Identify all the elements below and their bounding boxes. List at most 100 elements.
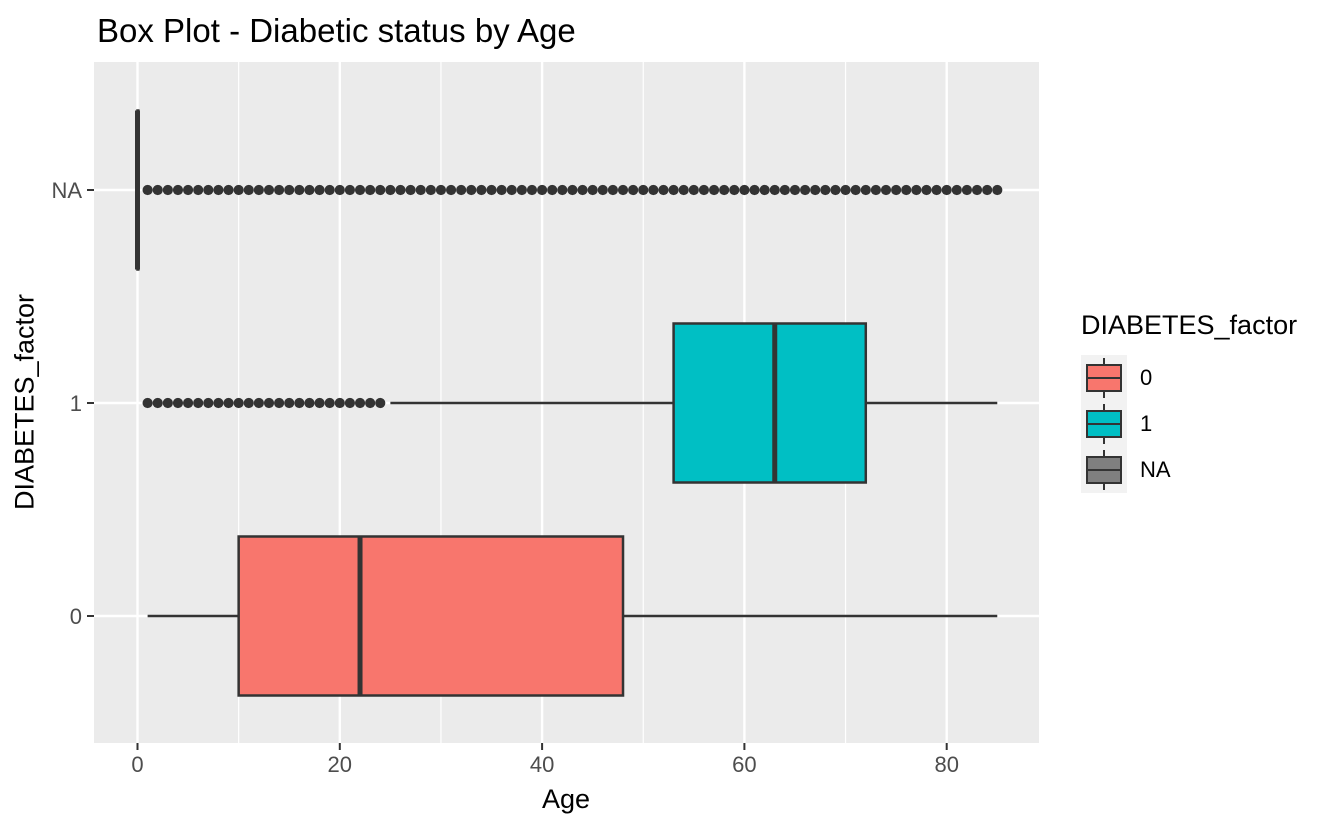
outlier-dot [365,397,376,409]
y-tick-label: 1 [70,391,82,416]
outlier-dot [870,184,881,196]
outlier-dot [405,184,416,196]
outlier-dot [850,184,861,196]
outlier-dot [820,184,831,196]
legend-item: NA [1081,447,1297,493]
outlier-dot [213,397,224,409]
outlier-dot [921,184,932,196]
outlier-dot [152,397,163,409]
box [672,322,868,484]
outlier-dot [769,184,780,196]
y-tick-label: NA [51,178,82,203]
outlier-dot [193,397,204,409]
outlier-dot [486,184,497,196]
outlier-dot [142,184,153,196]
outlier-dot [213,184,224,196]
outlier-dot [799,184,811,196]
outlier-dot [992,184,1003,196]
outlier-dot [314,184,325,196]
outlier-dot [172,397,184,409]
legend-item: 1 [1081,401,1297,447]
outlier-dot [789,184,801,196]
outlier-dot [941,184,952,196]
outlier-dot [203,184,214,196]
boxplot-key-icon [1081,401,1127,447]
x-tick-label: 0 [131,752,143,777]
legend-item-label: NA [1140,457,1171,482]
outlier-dot [729,184,740,196]
outlier-dot [354,397,366,409]
outlier-dot [445,184,457,196]
outlier-dot [243,184,254,196]
outlier-dot [203,397,214,409]
outlier-dot [415,184,426,196]
outlier-dot [344,184,356,196]
outlier-dot [334,184,345,196]
outlier-dot [304,184,315,196]
outlier-dot [142,397,153,409]
outlier-dot [668,184,679,196]
outlier-dot [567,184,578,196]
x-axis-title: Age [541,784,591,814]
outlier-dot [162,397,173,409]
outlier-dot [739,184,750,196]
outlier-dot [193,184,204,196]
outlier-dot [951,184,962,196]
y-axis-title: DIABETES_factor [9,293,40,511]
outlier-dot [648,184,659,196]
outlier-dot [172,184,184,196]
outlier-dot [628,184,639,196]
outlier-dot [607,184,619,196]
axis-ticks: 0 20 40 60 80 NA 1 0 [51,178,959,777]
outlier-dot [476,184,487,196]
outlier-dot [830,184,841,196]
outlier-dot [961,184,973,196]
outlier-dot [233,184,244,196]
boxplot-row-0 [147,535,998,697]
outlier-dot [152,184,163,196]
outlier-dot [840,184,851,196]
outlier-dot [324,184,335,196]
outlier-dot [284,397,295,409]
outlier-dot [901,184,912,196]
outlier-dot [375,184,386,196]
outlier-dot [810,184,821,196]
outlier-dot [314,397,325,409]
outlier-dot [537,184,548,196]
outlier-dot [456,184,467,196]
outlier-dot [719,184,730,196]
x-tick-label: 20 [328,752,352,777]
x-tick-label: 60 [732,752,756,777]
outlier-dot [860,184,871,196]
outlier-dot [678,184,689,196]
outlier-dot [162,184,173,196]
outlier-dot [880,184,892,196]
outlier-dot [354,184,366,196]
outlier-dot [375,397,386,409]
outlier-dot [971,184,983,196]
outlier-dot [931,184,942,196]
outlier-dot [182,397,194,409]
legend-item: 0 [1081,355,1297,401]
outlier-dot [274,397,285,409]
outlier-dot [263,184,275,196]
outlier-dot [466,184,477,196]
outlier-dot [253,184,264,196]
outlier-dot [638,184,649,196]
outlier-dot [304,397,315,409]
outlier-dot [749,184,760,196]
outlier-dot [982,184,993,196]
outlier-dot [385,184,396,196]
outlier-dot [425,184,436,196]
legend-title: DIABETES_factor [1081,310,1298,340]
outlier-dot [506,184,517,196]
boxplot-row-na [135,109,1003,271]
outlier-dot [365,184,376,196]
boxplot-key-icon [1081,447,1127,493]
outlier-dot [496,184,507,196]
outlier-dot [334,397,345,409]
outlier-dot [597,184,608,196]
outlier-dot [577,184,588,196]
outlier-dot [182,184,194,196]
outlier-dot [274,184,285,196]
